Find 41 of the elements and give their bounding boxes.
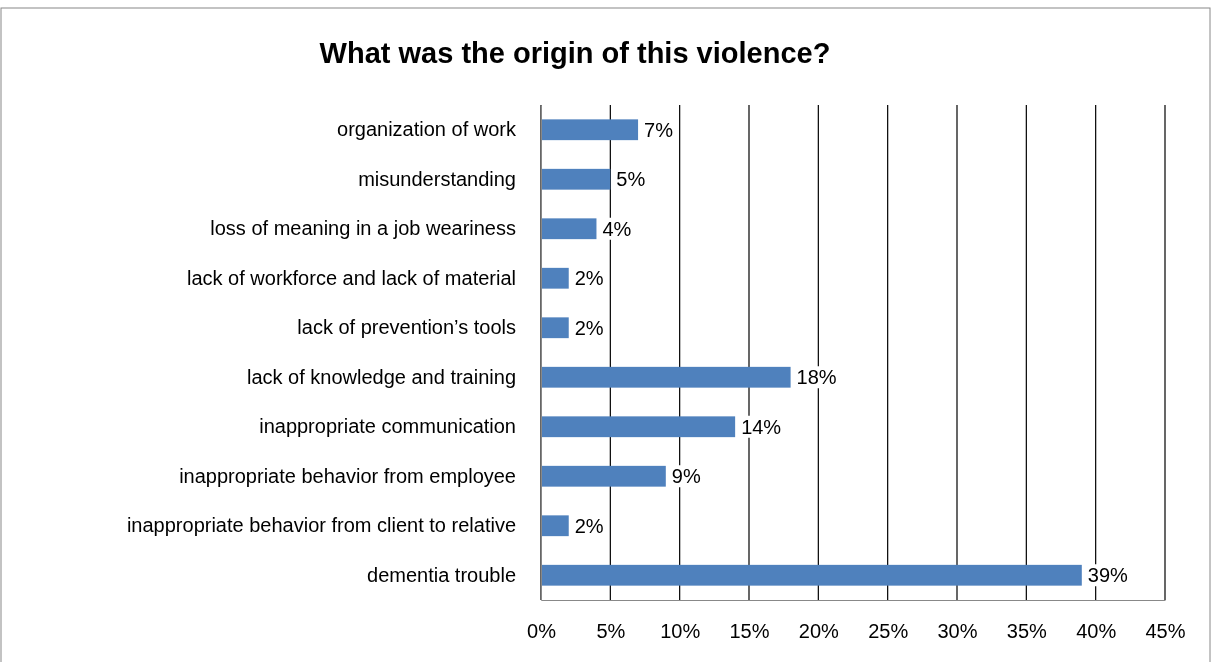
x-tick-label: 40% (1076, 620, 1117, 643)
y-tick-label: lack of knowledge and training (246, 365, 516, 388)
x-tick-label: 25% (868, 620, 909, 643)
x-tick-label: 45% (1145, 620, 1186, 643)
data-label: 4% (602, 217, 632, 240)
y-tick-label: lack of workforce and lack of material (186, 266, 516, 289)
data-label: 9% (671, 465, 701, 488)
bar (541, 416, 736, 438)
y-tick-label: misunderstanding (358, 167, 516, 190)
y-tick-label: loss of meaning in a job weariness (210, 217, 516, 240)
bar (541, 515, 569, 537)
data-label: 2% (574, 267, 604, 290)
data-label: 5% (616, 168, 646, 191)
bar (541, 267, 569, 289)
data-label: 14% (741, 415, 782, 438)
bar (541, 119, 639, 141)
bar (541, 317, 569, 339)
x-tick-label: 30% (937, 620, 978, 643)
data-label: 7% (644, 118, 674, 141)
bar (541, 218, 597, 240)
x-tick-label: 5% (596, 620, 626, 643)
y-tick-label: lack of prevention’s tools (297, 316, 516, 339)
y-tick-label: dementia trouble (367, 563, 516, 586)
x-tick-label: 20% (798, 620, 840, 643)
x-tick-label: 10% (660, 620, 701, 643)
chart-title: What was the origin of this violence? (319, 37, 831, 69)
x-tick-label: 15% (729, 620, 770, 643)
y-tick-label: inappropriate behavior from employee (179, 464, 516, 487)
bar (541, 168, 611, 190)
data-label: 2% (574, 316, 604, 339)
x-tick-label: 0% (527, 620, 557, 643)
bar (541, 465, 666, 487)
y-tick-label: inappropriate behavior from client to relative (126, 514, 516, 537)
data-label: 2% (574, 514, 604, 537)
y-tick-label: inappropriate communication (259, 415, 516, 438)
data-label: 18% (796, 366, 837, 389)
data-label: 39% (1087, 564, 1129, 587)
bar (541, 366, 791, 388)
bar (541, 564, 1082, 586)
y-tick-label: organization of work (337, 118, 517, 141)
x-tick-label: 35% (1006, 620, 1048, 643)
